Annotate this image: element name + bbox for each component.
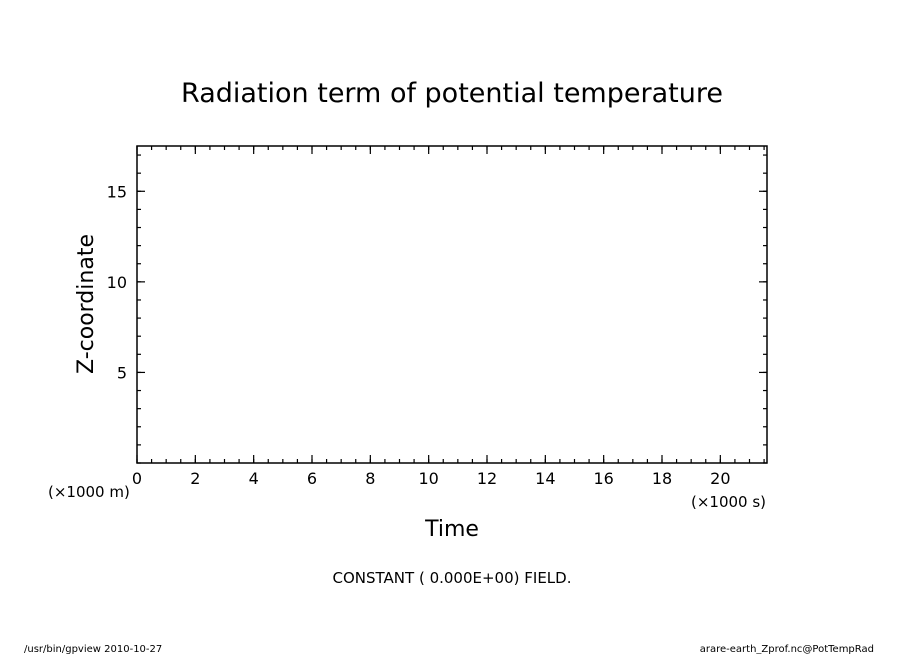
x-tick-label: 8 [365, 469, 375, 488]
x-tick-label: 6 [307, 469, 317, 488]
y-axis-ticks [137, 154, 767, 464]
chart-title: Radiation term of potential temperature [181, 78, 723, 109]
x-tick-label: 4 [249, 469, 259, 488]
x-tick-label: 18 [652, 469, 672, 488]
y-tick-label: 5 [117, 363, 127, 382]
y-tick-label: 15 [107, 182, 127, 201]
footer-left: /usr/bin/gpview 2010-10-27 [24, 644, 162, 654]
x-axis-label: Time [424, 517, 479, 542]
x-unit-label: (×1000 s) [691, 493, 766, 511]
x-tick-label: 16 [593, 469, 613, 488]
x-axis-ticks [136, 146, 765, 463]
x-tick-label: 0 [132, 469, 142, 488]
plot-area [136, 145, 768, 464]
field-message: CONSTANT ( 0.000E+00) FIELD. [333, 569, 572, 587]
y-tick-label: 10 [107, 273, 127, 292]
y-axis-tick-labels: 5 10 15 [107, 182, 127, 382]
y-unit-label: (×1000 m) [48, 483, 130, 501]
plot-frame [136, 145, 768, 464]
x-tick-label: 14 [535, 469, 555, 488]
footer-right: arare-earth_Zprof.nc@PotTempRad [700, 644, 874, 654]
x-axis-tick-labels: 0 2 4 6 8 10 12 14 16 18 20 [132, 469, 731, 488]
x-tick-label: 20 [710, 469, 730, 488]
x-tick-label: 12 [477, 469, 497, 488]
y-axis-label: Z-coordinate [74, 234, 99, 374]
x-tick-label: 10 [418, 469, 438, 488]
x-tick-label: 2 [190, 469, 200, 488]
